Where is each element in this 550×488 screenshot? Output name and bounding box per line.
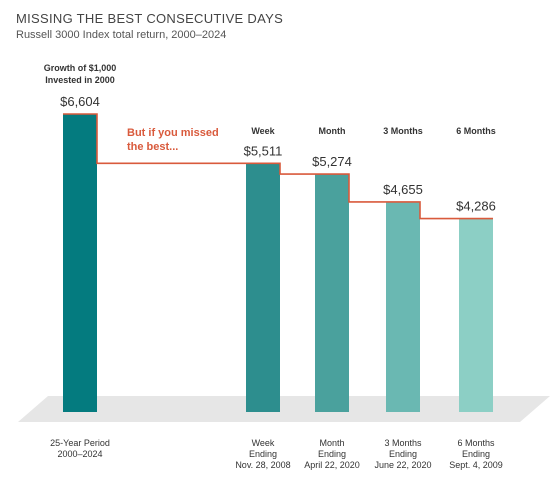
header-label-2: Week xyxy=(251,126,275,136)
annotation-text: But if you missed xyxy=(127,127,219,139)
bar-2 xyxy=(246,163,280,412)
chart-title: MISSING THE BEST CONSECUTIVE DAYS xyxy=(16,11,284,26)
category-label-5: Ending xyxy=(462,449,490,459)
value-label-4: $4,655 xyxy=(383,182,423,197)
chart-subtitle: Russell 3000 Index total return, 2000–20… xyxy=(16,29,227,41)
category-label-5: 6 Months xyxy=(457,438,495,448)
category-label-4: Ending xyxy=(389,449,417,459)
value-label-1: $6,604 xyxy=(60,94,100,109)
category-label-4: June 22, 2020 xyxy=(374,460,431,470)
category-label-3: April 22, 2020 xyxy=(304,460,360,470)
category-label-3: Ending xyxy=(318,449,346,459)
bar-5 xyxy=(459,218,493,412)
value-label-3: $5,274 xyxy=(312,154,352,169)
header-label-1: Growth of $1,000 xyxy=(44,63,117,73)
header-label-3: Month xyxy=(319,126,346,136)
annotation-text: the best... xyxy=(127,141,178,153)
category-label-3: Month xyxy=(319,438,344,448)
bar-3 xyxy=(315,174,349,412)
header-label-1: Invested in 2000 xyxy=(45,75,115,85)
category-label-2: Nov. 28, 2008 xyxy=(235,460,290,470)
category-label-2: Ending xyxy=(249,449,277,459)
step-line xyxy=(63,113,493,220)
value-label-5: $4,286 xyxy=(456,199,496,214)
bar-4 xyxy=(386,201,420,412)
category-label-1: 2000–2024 xyxy=(57,449,102,459)
category-label-1: 25-Year Period xyxy=(50,438,110,448)
category-label-2: Week xyxy=(252,438,275,448)
category-label-4: 3 Months xyxy=(384,438,422,448)
header-label-4: 3 Months xyxy=(383,126,423,136)
value-label-2: $5,511 xyxy=(244,143,283,158)
header-label-5: 6 Months xyxy=(456,126,496,136)
bar-1 xyxy=(63,114,97,412)
category-label-5: Sept. 4, 2009 xyxy=(449,460,503,470)
